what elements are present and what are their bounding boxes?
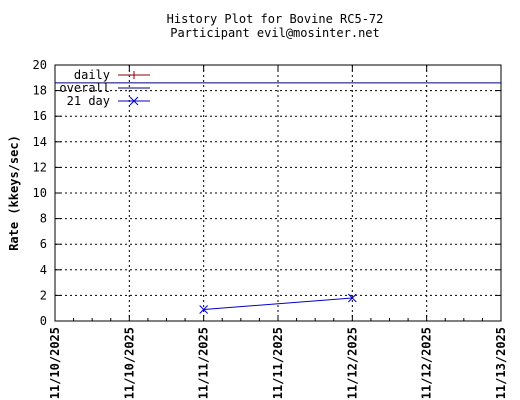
x-tick-label: 11/13/2025 <box>494 327 508 399</box>
y-tick-label: 8 <box>40 212 47 226</box>
legend-marker <box>129 96 139 106</box>
legend-label: 21 day <box>67 94 110 108</box>
x-tick-label: 11/12/2025 <box>420 327 434 399</box>
y-tick-label: 6 <box>40 237 47 251</box>
chart-subtitle: Participant evil@mosinter.net <box>170 26 380 40</box>
data-point-21-day <box>347 293 357 303</box>
y-tick-label: 16 <box>33 109 47 123</box>
plot-border <box>54 64 502 322</box>
y-tick-label: 14 <box>33 135 47 149</box>
legend-marker <box>130 71 138 79</box>
x-tick-label: 11/11/2025 <box>271 327 285 399</box>
legend-label: overall <box>59 81 110 95</box>
data-point-21-day <box>199 305 209 314</box>
x-tick-label: 11/10/2025 <box>48 327 62 399</box>
legend-label: daily <box>74 68 110 82</box>
y-tick-label: 18 <box>33 84 47 98</box>
y-tick-label: 2 <box>40 288 47 302</box>
series-line-21-day <box>203 297 353 310</box>
x-tick-label: 11/11/2025 <box>197 327 211 399</box>
chart-title: History Plot for Bovine RC5-72 <box>166 12 384 26</box>
x-tick-label: 11/12/2025 <box>345 327 359 399</box>
y-tick-label: 4 <box>40 263 47 277</box>
y-axis-label: Rate (kkeys/sec) <box>7 135 21 251</box>
y-tick-label: 12 <box>33 160 47 174</box>
y-tick-label: 10 <box>33 186 47 200</box>
x-tick-label: 11/10/2025 <box>122 327 136 399</box>
y-tick-label: 0 <box>40 314 47 328</box>
y-tick-label: 20 <box>33 58 47 72</box>
